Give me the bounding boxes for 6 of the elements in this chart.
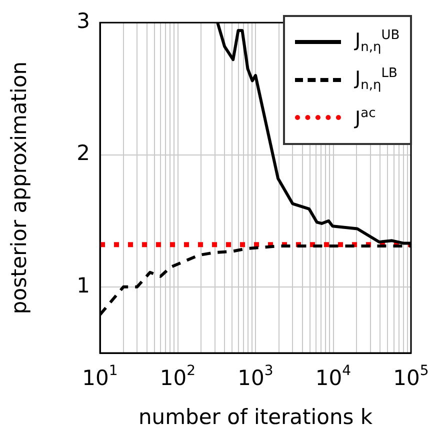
y-tick-label: 3 (76, 9, 90, 34)
y-tick-label: 2 (76, 141, 90, 166)
legend-label: J$^{ac}$ (355, 106, 376, 130)
x-axis-title: number of iterations k (138, 404, 374, 429)
y-tick-label: 1 (76, 273, 90, 298)
y-axis-title: posterior approximation (7, 61, 32, 314)
